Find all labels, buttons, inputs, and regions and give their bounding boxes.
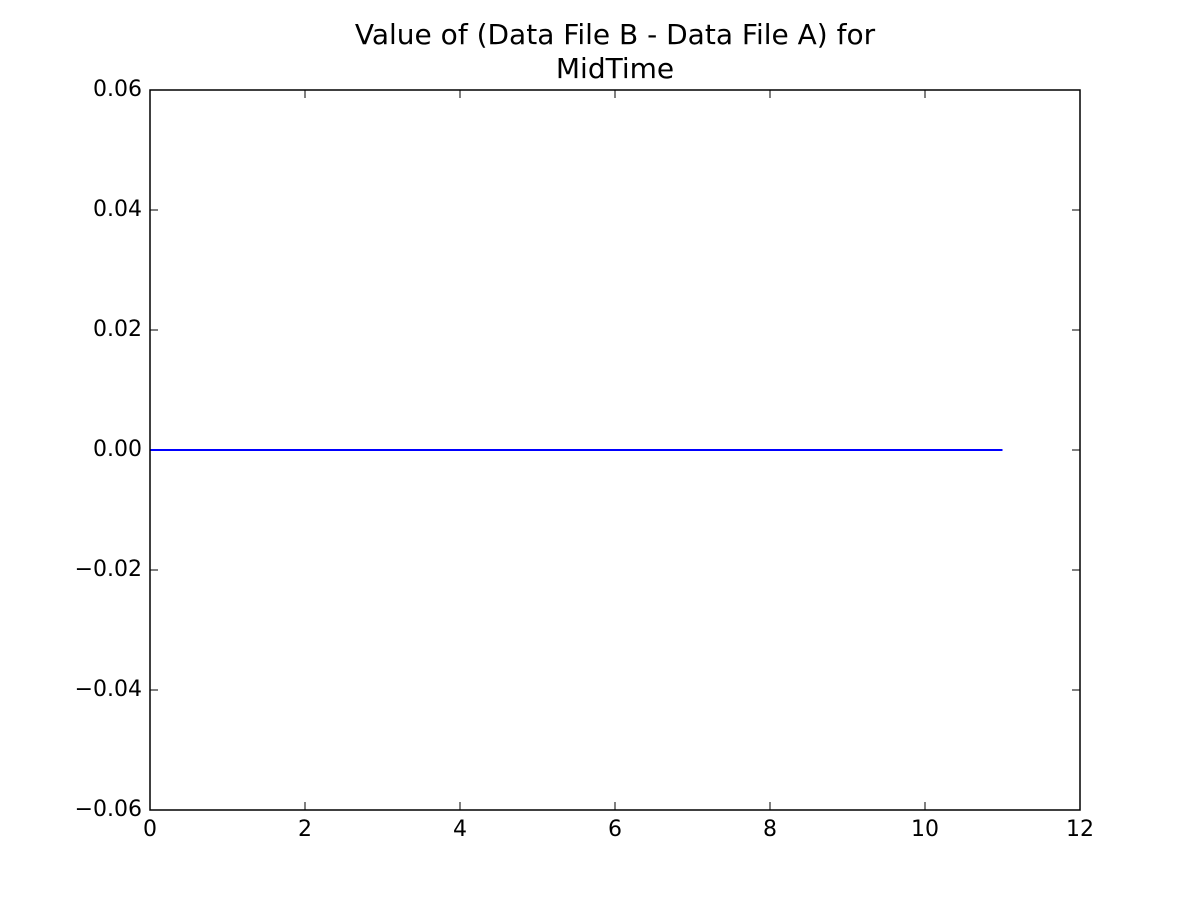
chart-title: MidTime — [556, 52, 674, 85]
x-tick-label: 8 — [763, 817, 777, 842]
y-tick-label: 0.02 — [93, 317, 142, 342]
x-tick-label: 12 — [1066, 817, 1094, 842]
chart-title: Value of (Data File B - Data File A) for — [355, 18, 876, 51]
x-tick-label: 0 — [143, 817, 157, 842]
y-tick-label: 0.04 — [93, 197, 142, 222]
x-tick-label: 10 — [911, 817, 939, 842]
y-tick-label: 0.06 — [93, 77, 142, 102]
x-tick-label: 6 — [608, 817, 622, 842]
y-tick-label: 0.00 — [93, 437, 142, 462]
plot-frame — [149, 89, 1081, 811]
x-tick-label: 4 — [453, 817, 467, 842]
y-tick-label: −0.04 — [75, 677, 142, 702]
y-tick-label: −0.06 — [75, 797, 142, 822]
x-tick-label: 2 — [298, 817, 312, 842]
y-tick-label: −0.02 — [75, 557, 142, 582]
